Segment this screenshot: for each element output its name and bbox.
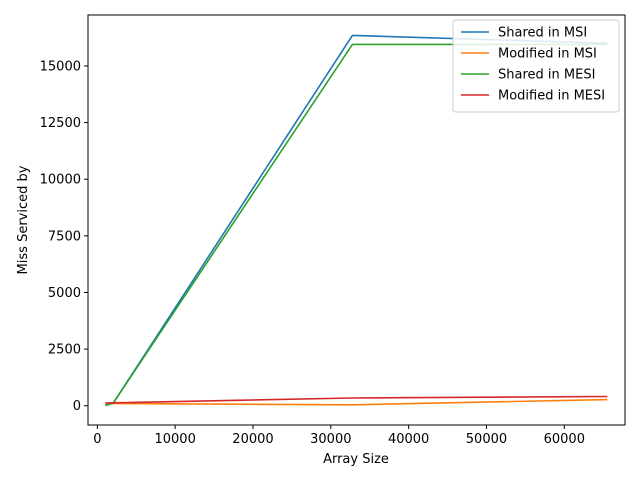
- legend-entry-label: Modified in MSI: [498, 47, 597, 62]
- x-tick-label: 0: [93, 432, 101, 447]
- y-tick-label: 12500: [40, 116, 81, 131]
- legend-box: [452, 19, 620, 113]
- y-tick-label: 7500: [48, 229, 81, 244]
- y-tick-label: 5000: [48, 286, 81, 301]
- legend: Shared in MSI Modified in MSI Shared in ME…: [452, 19, 620, 113]
- x-tick-label: 20000: [232, 432, 273, 447]
- legend-entry-label: Modified in MESI: [498, 89, 605, 104]
- x-tick-label: 30000: [310, 432, 351, 447]
- x-axis-label: Array Size: [323, 452, 389, 467]
- y-axis-ticks: 0 2500 5000 7500 10000 12500 15000: [40, 59, 88, 414]
- x-tick-label: 10000: [154, 432, 195, 447]
- x-axis-ticks: 0 10000 20000 30000 40000 50000 60000: [93, 425, 585, 447]
- series-line: [105, 395, 608, 404]
- legend-entry-label: Shared in MSI: [498, 26, 587, 41]
- x-tick-label: 50000: [466, 432, 507, 447]
- y-axis-label: Miss Serviced by: [16, 165, 31, 274]
- legend-entry-label: Shared in MESI: [498, 68, 595, 83]
- y-tick-label: 0: [73, 399, 81, 414]
- y-tick-label: 15000: [40, 59, 81, 74]
- x-tick-label: 40000: [388, 432, 429, 447]
- y-tick-label: 2500: [48, 343, 81, 358]
- y-tick-label: 10000: [40, 173, 81, 188]
- plot-frame: [87, 14, 626, 426]
- x-tick-label: 60000: [544, 432, 585, 447]
